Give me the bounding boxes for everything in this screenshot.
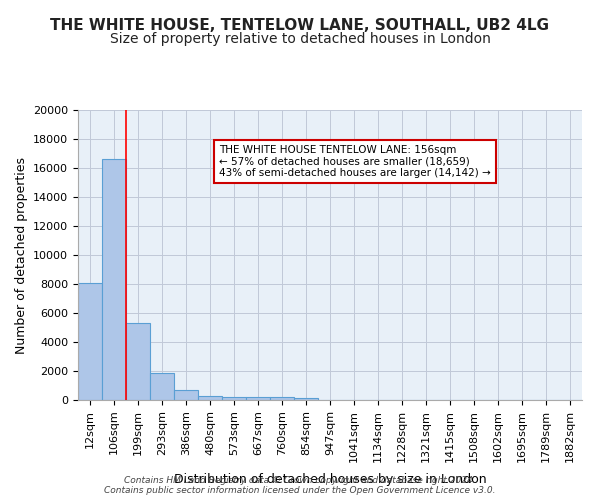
Bar [102, 160, 126, 400]
Bar [222, 397, 246, 400]
Bar [246, 397, 270, 400]
Bar [270, 398, 294, 400]
Bar [294, 398, 318, 400]
Bar [174, 390, 198, 400]
Bar [150, 373, 174, 400]
Text: THE WHITE HOUSE TENTELOW LANE: 156sqm
← 57% of detached houses are smaller (18,6: THE WHITE HOUSE TENTELOW LANE: 156sqm ← … [219, 145, 491, 178]
Text: THE WHITE HOUSE, TENTELOW LANE, SOUTHALL, UB2 4LG: THE WHITE HOUSE, TENTELOW LANE, SOUTHALL… [50, 18, 550, 32]
Bar [78, 282, 102, 400]
Bar [126, 323, 150, 400]
Y-axis label: Number of detached properties: Number of detached properties [14, 156, 28, 354]
Bar [198, 396, 222, 400]
Text: Size of property relative to detached houses in London: Size of property relative to detached ho… [110, 32, 490, 46]
X-axis label: Distribution of detached houses by size in London: Distribution of detached houses by size … [173, 473, 487, 486]
Text: Contains HM Land Registry data © Crown copyright and database right 2024.
Contai: Contains HM Land Registry data © Crown c… [104, 476, 496, 495]
